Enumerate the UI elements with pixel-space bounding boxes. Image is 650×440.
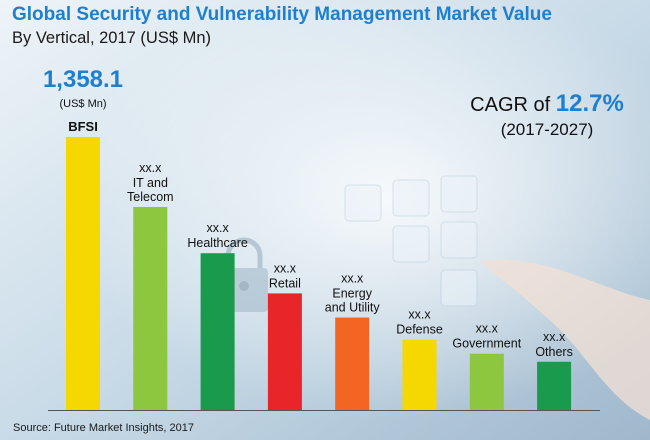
bar-retail	[267, 293, 302, 410]
value-label: xx.x	[139, 161, 162, 175]
category-label: Telecom	[127, 190, 174, 204]
value-unit-label: (US$ Mn)	[59, 98, 106, 110]
bar-bfsi	[66, 137, 100, 410]
category-label: Energy	[332, 287, 372, 301]
value-label: xx.x	[206, 221, 229, 235]
category-label: Government	[452, 337, 521, 351]
category-label: Defense	[396, 323, 443, 337]
page-subtitle: By Vertical, 2017 (US$ Mn)	[12, 29, 211, 47]
cagr-period: (2017-2027)	[500, 120, 594, 139]
value-label: xx.x	[543, 330, 566, 344]
cagr-callout: CAGR of 12.7% (2017-2027)	[462, 90, 632, 140]
bar-defense	[402, 339, 437, 410]
bar-government	[469, 353, 504, 410]
bar-healthcare	[200, 253, 235, 410]
value-label: xx.x	[274, 261, 297, 275]
bar-it-and-telecom	[133, 206, 168, 410]
keypad-graphic	[344, 175, 478, 307]
category-label: Healthcare	[187, 236, 247, 250]
value-label: xx.x	[476, 322, 499, 336]
category-label: Others	[535, 345, 573, 359]
bar-energy-and-utility	[335, 317, 370, 410]
category-label: BFSI	[68, 119, 98, 134]
bar-others	[537, 361, 572, 410]
value-label: xx.x	[408, 308, 431, 322]
page-title: Global Security and Vulnerability Manage…	[12, 4, 552, 25]
category-label: IT and	[133, 176, 168, 190]
cagr-value: 12.7%	[555, 90, 624, 117]
category-label: and Utility	[325, 301, 381, 315]
cagr-prefix: CAGR of	[470, 94, 551, 116]
value-label: 1,358.1	[43, 66, 123, 93]
hand-graphic	[480, 259, 650, 420]
value-label: xx.x	[341, 272, 364, 286]
category-label: Retail	[269, 276, 301, 290]
source-note: Source: Future Market Insights, 2017	[13, 422, 194, 434]
